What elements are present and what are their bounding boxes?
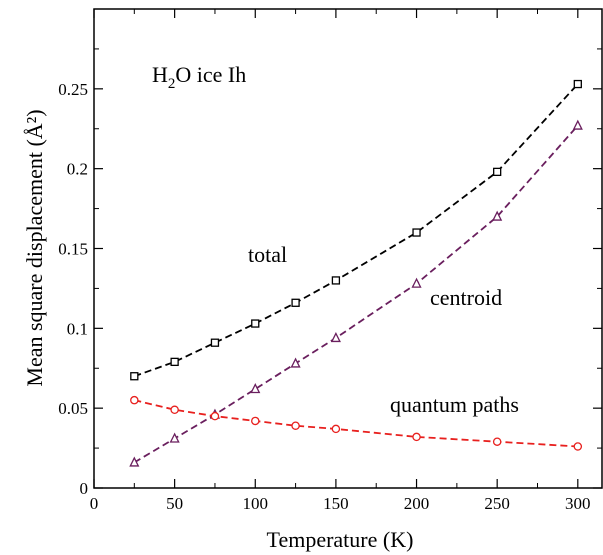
x-tick-label: 250 — [484, 494, 510, 513]
series-labels: total centroid quantum paths — [248, 242, 519, 417]
series-label: quantum paths — [390, 392, 519, 417]
y-tick-label: 0.15 — [58, 240, 88, 259]
svg-text:H2O ice Ih: H2O ice Ih — [152, 62, 246, 92]
data-point-quantum-paths — [130, 395, 139, 405]
x-axis-title: Temperature (K) — [267, 527, 414, 552]
chart-annotation: H2O ice Ih — [152, 62, 246, 92]
data-point-centroid — [492, 210, 503, 221]
series-label: centroid — [430, 285, 502, 310]
data-point-total — [493, 167, 502, 177]
x-tick-label: 150 — [323, 494, 349, 513]
data-point-centroid — [572, 119, 583, 130]
y-tick-label: 0.1 — [67, 319, 88, 338]
data-point-quantum-paths — [573, 442, 583, 451]
data-point-quantum-paths — [412, 432, 421, 442]
data-point-total — [170, 357, 179, 367]
data-point-quantum-paths — [291, 421, 300, 430]
y-axis-title: Mean square displacement (Å²) — [22, 109, 47, 386]
x-tick-label: 300 — [565, 494, 591, 513]
x-tick-label: 200 — [404, 494, 430, 513]
data-point-quantum-paths — [251, 416, 260, 426]
data-point-centroid — [411, 277, 422, 288]
y-tick-label: 0.25 — [58, 80, 88, 99]
series-line-quantum-paths — [134, 399, 578, 448]
data-point-centroid — [129, 456, 140, 467]
data-point-total — [130, 372, 139, 381]
series-label: total — [248, 242, 287, 267]
data-point-quantum-paths — [331, 424, 341, 434]
data-series — [129, 79, 583, 467]
y-tick-label: 0.2 — [67, 160, 88, 179]
x-tick-label: 0 — [90, 494, 99, 513]
y-tick-label: 0.05 — [58, 399, 88, 418]
data-point-total — [210, 338, 220, 347]
data-point-quantum-paths — [170, 405, 179, 415]
data-point-total — [291, 298, 300, 307]
x-tick-label: 50 — [166, 494, 183, 513]
axis-ticks: 0 50 100 150 200 250 300 0 0.05 0.1 0.15 0.2 0.25 — [58, 9, 602, 513]
data-point-total — [412, 228, 421, 237]
data-point-centroid — [250, 383, 261, 394]
data-point-centroid — [330, 331, 341, 343]
data-point-quantum-paths — [492, 437, 502, 446]
series-line-total — [134, 83, 579, 378]
data-point-centroid — [169, 432, 180, 443]
data-point-total — [251, 319, 260, 328]
data-point-quantum-paths — [210, 411, 220, 421]
y-tick-label: 0 — [80, 479, 89, 498]
data-point-total — [573, 79, 582, 89]
x-tick-label: 100 — [243, 494, 269, 513]
data-point-total — [331, 276, 341, 285]
data-point-centroid — [290, 357, 301, 368]
